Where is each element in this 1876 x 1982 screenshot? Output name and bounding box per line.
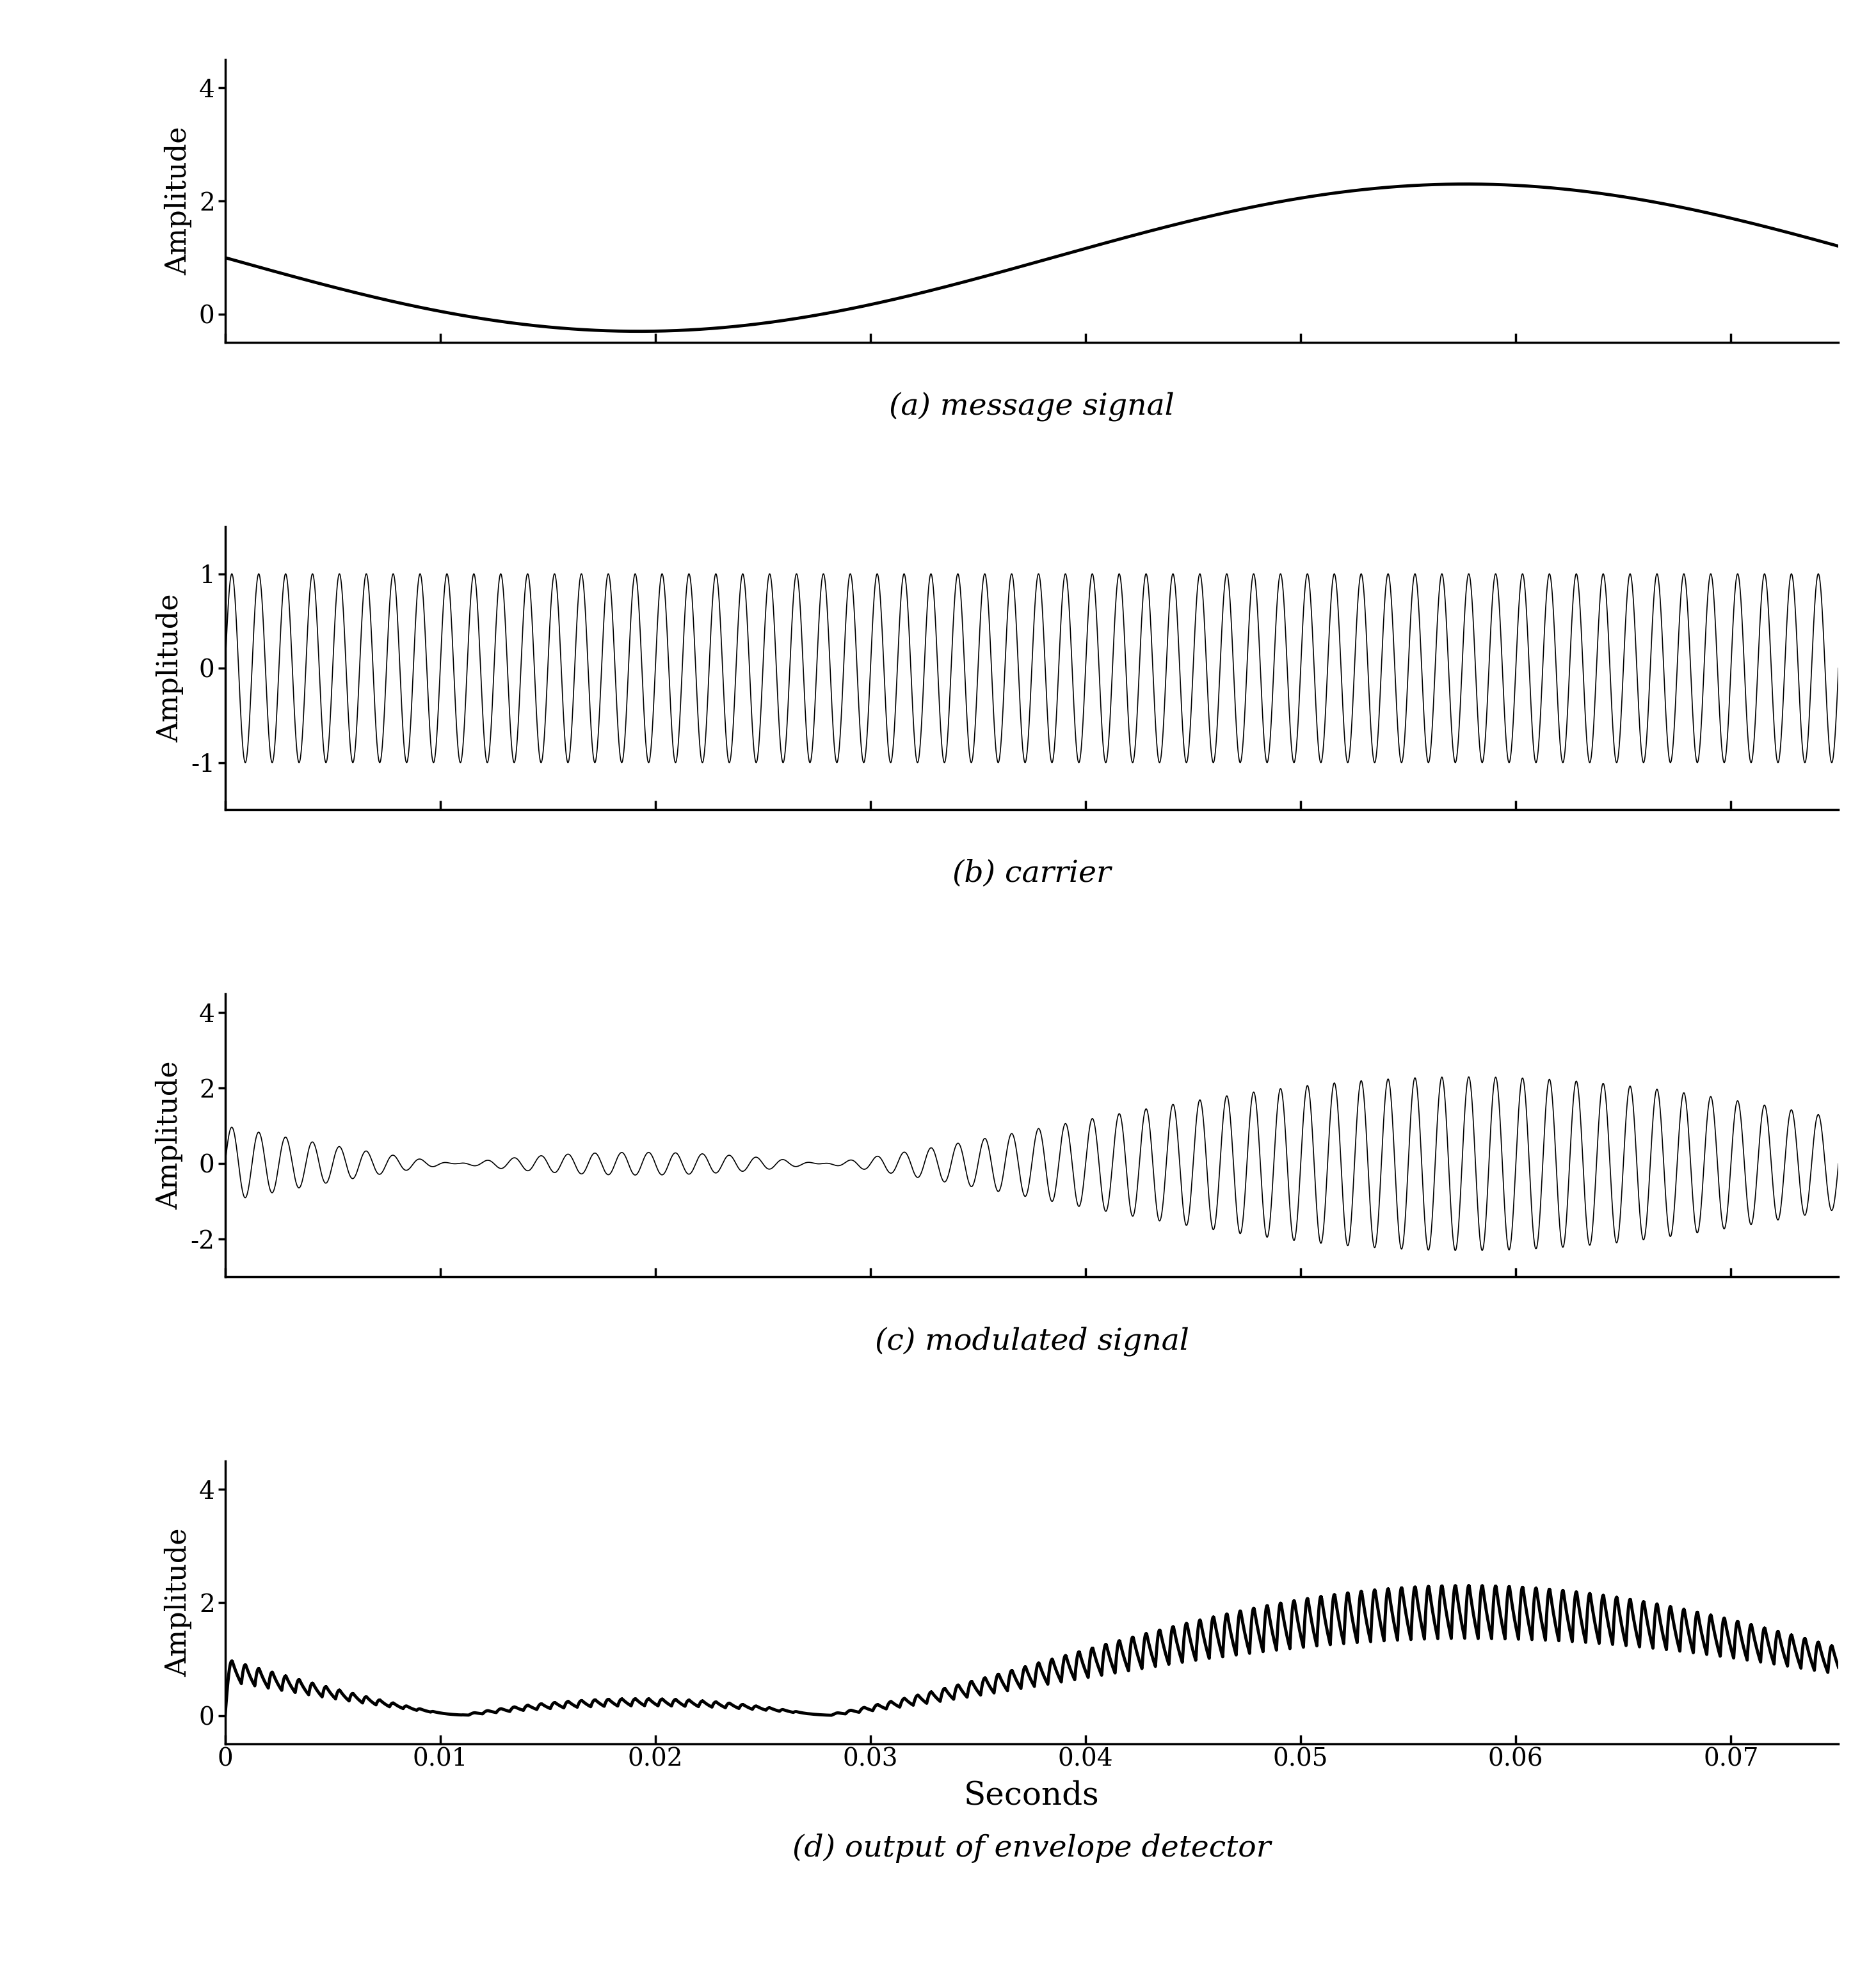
Text: (c) modulated signal: (c) modulated signal [874, 1326, 1189, 1356]
X-axis label: Seconds: Seconds [964, 1780, 1099, 1812]
Y-axis label: Amplitude: Amplitude [165, 1528, 191, 1677]
Text: (a) message signal: (a) message signal [889, 392, 1174, 422]
Y-axis label: Amplitude: Amplitude [165, 127, 191, 275]
Y-axis label: Amplitude: Amplitude [156, 595, 184, 743]
Text: (b) carrier: (b) carrier [953, 860, 1111, 888]
Text: (d) output of envelope detector: (d) output of envelope detector [794, 1833, 1270, 1863]
Y-axis label: Amplitude: Amplitude [156, 1060, 184, 1209]
